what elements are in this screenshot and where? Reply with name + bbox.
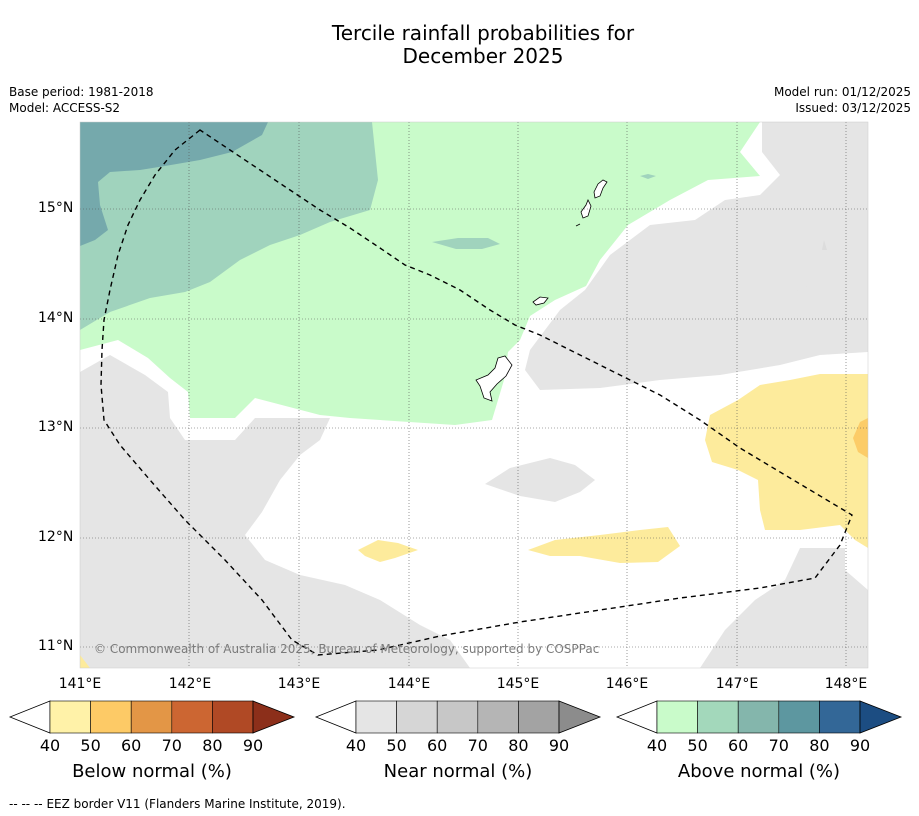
above-normal-50-patch (432, 238, 500, 249)
colorbar-tick-label: 50 (386, 736, 407, 755)
below-normal-50-patch (853, 418, 868, 458)
colorbar-tick-label: 40 (39, 736, 61, 755)
colorbar-segment (212, 700, 254, 734)
colorbar-tick-label: 80 (508, 736, 529, 755)
near-normal-patch-center (485, 458, 595, 502)
map-plot-area (80, 122, 868, 668)
lon-label-147e: 147°E (715, 676, 759, 692)
colorbar-above-label: Above normal (%) (677, 761, 841, 782)
near-normal-region-ne (525, 122, 868, 390)
title-line-1: Tercile rainfall probabilities for (331, 21, 635, 45)
map-frame (79, 121, 869, 669)
colorbar-tick-label: 70 (768, 736, 789, 755)
island-tinian (580, 199, 592, 219)
above-normal-50-region (80, 122, 378, 330)
lon-label-142e: 142°E (168, 676, 212, 692)
colorbar-segment (737, 700, 780, 734)
near-normal-patch-ne (740, 278, 808, 302)
colorbar-tick-label: 90 (242, 736, 264, 755)
near-normal-region-se (700, 548, 868, 668)
colorbar-segment (477, 700, 519, 734)
issued-date: Issued: 03/12/2025 (795, 101, 911, 115)
lon-label-148e: 148°E (824, 676, 868, 692)
below-normal-40-region-east (705, 374, 868, 548)
lon-label-144e: 144°E (387, 676, 431, 692)
colorbar-segment (518, 700, 560, 734)
colorbar-segment (49, 700, 91, 734)
lon-label-143e: 143°E (277, 676, 321, 692)
colorbar-tick-label: 90 (548, 736, 570, 755)
colorbar-segment (355, 700, 397, 734)
island-rota (532, 296, 549, 306)
colorbar-tick-label: 80 (809, 736, 830, 755)
colorbar-segment (130, 700, 173, 734)
graticule (80, 122, 868, 668)
above-normal-60-region (80, 122, 268, 246)
island-aguijan (575, 223, 581, 227)
footer-legend: -- -- -- EEZ border V11 (Flanders Marine… (9, 797, 346, 811)
colorbar-extend-low (8, 700, 51, 734)
colorbar-tick-label: 40 (345, 736, 367, 755)
colorbar-segment (90, 700, 132, 734)
colorbar-segment (396, 700, 438, 734)
lon-label-145e: 145°E (496, 676, 540, 692)
base-period: Base period: 1981-2018 (9, 85, 154, 99)
colorbar-extend-high (859, 700, 903, 734)
colorbar-segment (697, 700, 739, 734)
title-line-2: December 2025 (402, 44, 564, 68)
island-north-arrow (822, 240, 827, 250)
model-run: Model run: 01/12/2025 (773, 85, 911, 99)
colorbar-tick-label: 70 (161, 736, 182, 755)
colorbar-extend-low (615, 700, 658, 734)
colorbar-tick-label: 60 (728, 736, 749, 755)
eez-legend-text: EEZ border V11 (Flanders Marine Institut… (46, 797, 346, 811)
colorbar-tick-label: 50 (80, 736, 101, 755)
colorbar-extend-low (314, 700, 357, 734)
lat-label-12n: 12°N (38, 529, 74, 545)
colorbar-extend-high (558, 700, 602, 734)
above-normal-50-speck (640, 174, 656, 179)
colorbar-tick-label: 40 (646, 736, 668, 755)
meta-left: Base period: 1981-2018 Model: ACCESS-S2 (9, 84, 154, 116)
island-saipan (593, 179, 608, 199)
below-normal-40-speck-sw (80, 655, 90, 668)
colorbar-tick-label: 90 (849, 736, 871, 755)
lat-label-14n: 14°N (38, 310, 74, 326)
colorbar-tick-label: 70 (467, 736, 488, 755)
colorbar-tick-label: 60 (427, 736, 448, 755)
colorbars (8, 700, 903, 734)
colorbar-segment (778, 700, 820, 734)
near-normal-region-sw (80, 355, 470, 668)
lat-label-15n: 15°N (38, 200, 74, 216)
meta-right: Model run: 01/12/2025 Issued: 03/12/2025 (774, 84, 911, 116)
eez-legend-symbol: -- -- -- (9, 797, 43, 811)
colorbar-segment (819, 700, 861, 734)
colorbar-segment (656, 700, 698, 734)
colorbar-tick-label: 60 (121, 736, 142, 755)
lon-label-146e: 146°E (605, 676, 649, 692)
below-normal-40-patch-west (358, 540, 418, 562)
lon-label-141e: 141°E (58, 676, 102, 692)
colorbar-below-label: Below normal (%) (72, 761, 232, 782)
colorbar-segment (171, 700, 213, 734)
copyright-notice: © Commonwealth of Australia 2025, Bureau… (94, 642, 600, 656)
colorbar-segment (436, 700, 479, 734)
below-normal-40-patch-center (528, 527, 680, 563)
island-guam (475, 355, 513, 402)
colorbar-tick-label: 50 (687, 736, 708, 755)
colorbar-tick-label: 80 (202, 736, 223, 755)
lat-label-13n: 13°N (38, 419, 74, 435)
lat-label-11n: 11°N (38, 638, 74, 654)
colorbar-near-label: Near normal (%) (383, 761, 533, 782)
model-name: Model: ACCESS-S2 (9, 101, 121, 115)
eez-border (100, 129, 853, 656)
map-title: Tercile rainfall probabilities for Decem… (0, 22, 919, 68)
near-normal-patch-bottom (360, 648, 390, 668)
colorbar-extend-high (252, 700, 296, 734)
